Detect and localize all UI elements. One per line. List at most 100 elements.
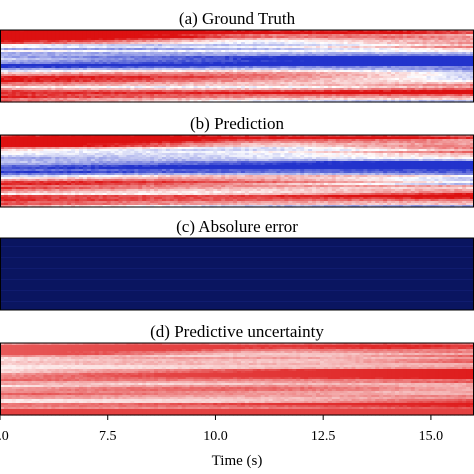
heatmap-cell <box>181 62 187 65</box>
heatmap-cell <box>51 32 56 35</box>
heatmap-cell <box>102 40 108 43</box>
heatmap-cell <box>225 56 230 59</box>
heatmap-cell <box>288 30 293 33</box>
heatmap-cell <box>138 56 143 59</box>
heatmap-cell <box>276 64 282 67</box>
heatmap-cell <box>252 68 258 71</box>
heatmap-cell <box>470 62 474 65</box>
heatmap-cell <box>189 38 195 41</box>
heatmap-cell <box>288 52 293 55</box>
heatmap-cell <box>90 56 96 59</box>
heatmap-cell <box>335 34 341 37</box>
heatmap-cell <box>355 68 361 71</box>
heatmap-cell <box>0 72 5 75</box>
heatmap-cell <box>343 32 349 35</box>
heatmap-cell <box>154 60 159 63</box>
heatmap-cell <box>462 32 467 35</box>
heatmap-cell <box>351 50 357 53</box>
heatmap-cell <box>138 66 143 69</box>
heatmap-cell <box>51 38 56 41</box>
heatmap-cell <box>43 58 48 61</box>
heatmap-cell <box>233 42 238 45</box>
heatmap-cell <box>442 64 447 67</box>
heatmap-cell <box>130 38 135 41</box>
heatmap-cell <box>23 32 29 35</box>
heatmap-cell <box>7 40 13 43</box>
heatmap-cell <box>398 38 404 41</box>
heatmap-cell <box>319 32 325 35</box>
heatmap-cell <box>316 56 321 59</box>
heatmap-cell <box>27 68 33 71</box>
heatmap-cell <box>233 44 238 47</box>
heatmap-cell <box>82 32 88 35</box>
heatmap-cell <box>11 40 17 43</box>
heatmap-cell <box>71 56 76 59</box>
heatmap-cell <box>63 66 68 69</box>
heatmap-cell <box>264 42 270 45</box>
heatmap-cell <box>130 58 135 61</box>
heatmap-cell <box>181 32 187 35</box>
heatmap-cell <box>55 64 60 67</box>
heatmap-cell <box>426 68 432 71</box>
heatmap-cell <box>248 40 254 43</box>
heatmap-cell <box>154 44 159 47</box>
heatmap-cell <box>110 58 116 61</box>
heatmap-cell <box>292 50 297 53</box>
heatmap-cell <box>225 68 230 71</box>
heatmap-cell <box>379 66 384 69</box>
heatmap-cell <box>169 60 175 63</box>
heatmap-cell <box>71 48 76 51</box>
heatmap-cell <box>114 70 120 73</box>
heatmap-cell <box>90 50 96 53</box>
heatmap-cell <box>27 34 33 37</box>
heatmap-cell <box>406 60 412 63</box>
heatmap-cell <box>351 36 357 39</box>
heatmap-cell <box>248 52 254 55</box>
heatmap-cell <box>39 54 45 57</box>
heatmap-cell <box>221 64 226 67</box>
heatmap-cell <box>367 30 372 33</box>
heatmap-cell <box>371 38 376 41</box>
heatmap-cell <box>395 46 400 49</box>
heatmap-cell <box>466 54 471 57</box>
heatmap-cell <box>367 40 372 43</box>
heatmap-cell <box>102 48 108 51</box>
heatmap-cell <box>454 38 459 41</box>
heatmap-cell <box>430 34 436 37</box>
heatmap-cell <box>86 40 92 43</box>
heatmap-cell <box>450 50 455 53</box>
heatmap-cell <box>304 44 309 47</box>
heatmap-cell <box>450 54 455 57</box>
heatmap-cell <box>118 38 124 41</box>
heatmap-cell <box>150 34 155 37</box>
heatmap-cell <box>138 32 143 35</box>
heatmap-cell <box>114 44 120 47</box>
heatmap-cell <box>398 68 404 71</box>
heatmap-cell <box>288 50 293 53</box>
heatmap-cell <box>221 42 226 45</box>
heatmap-cell <box>43 46 48 49</box>
heatmap-cell <box>402 50 408 53</box>
heatmap-cell <box>260 46 266 49</box>
heatmap-cell <box>177 44 183 47</box>
heatmap-cell <box>118 68 124 71</box>
heatmap-cell <box>244 70 250 73</box>
heatmap-cell <box>0 40 5 43</box>
heatmap-cell <box>375 48 380 51</box>
heatmap-cell <box>75 44 80 47</box>
heatmap-cell <box>272 42 278 45</box>
heatmap-cell <box>197 50 203 53</box>
heatmap-cell <box>438 66 443 69</box>
heatmap-cell <box>98 42 104 45</box>
heatmap-cell <box>75 58 80 61</box>
heatmap-cell <box>134 64 139 67</box>
heatmap-cell <box>138 52 143 55</box>
heatmap-cell <box>319 58 325 61</box>
heatmap-cell <box>323 46 329 49</box>
heatmap-cell <box>418 66 424 69</box>
heatmap-cell <box>288 66 293 69</box>
heatmap-cell <box>11 44 17 47</box>
heatmap-cell <box>106 44 112 47</box>
heatmap-cell <box>94 64 100 67</box>
heatmap-cell <box>391 70 396 73</box>
